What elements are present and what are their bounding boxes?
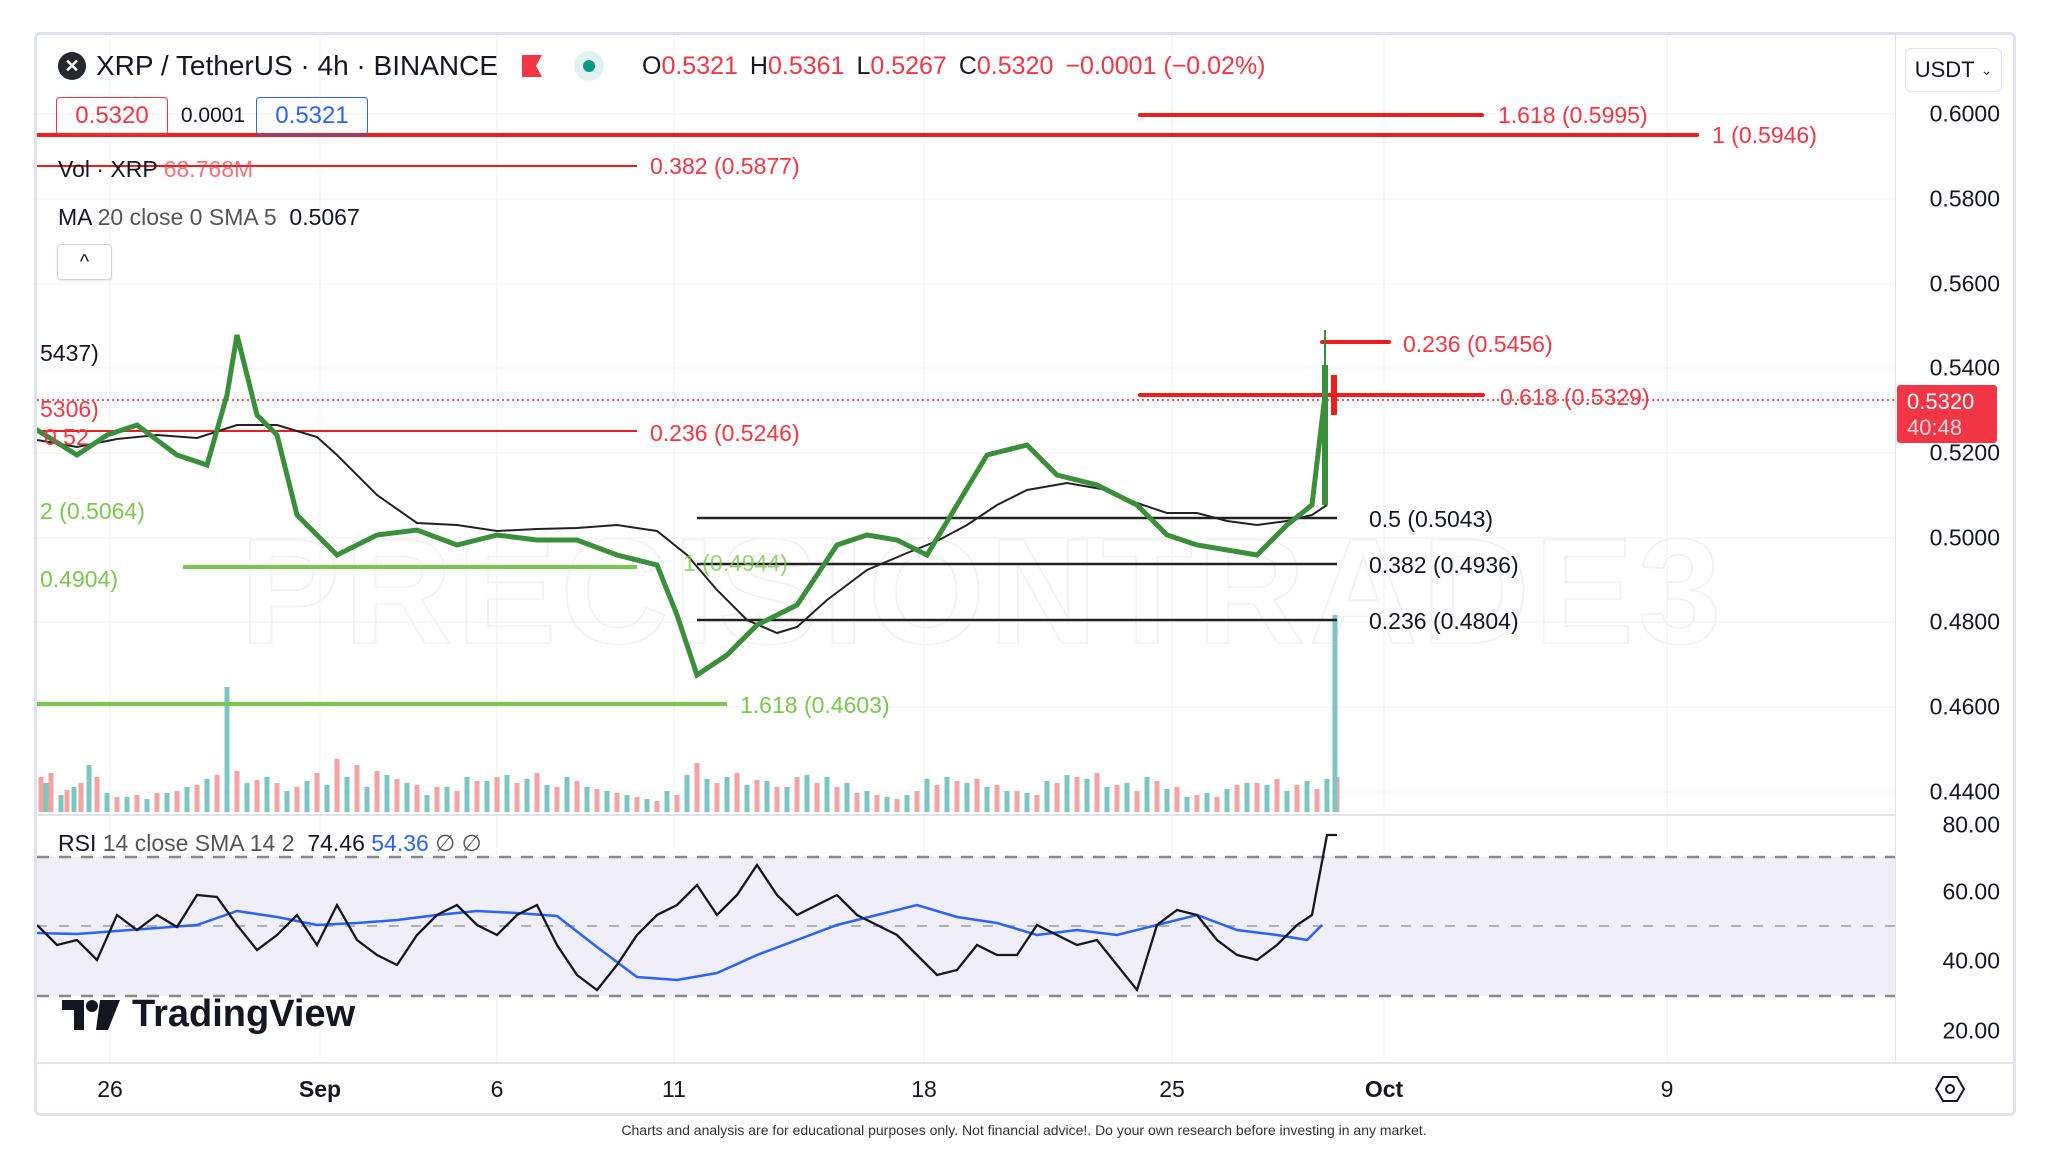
xrp-logo-icon: ✕ [58,52,86,80]
fib-label: 5437) [40,340,99,366]
price-tick: 0.4800 [1929,608,2000,635]
fib-label: 2 (0.5064) [40,498,145,524]
rsi-legend[interactable]: RSI 14 close SMA 14 2 74.46 54.36 ∅ ∅ [58,830,482,856]
tradingview-logo[interactable]: TradingView [62,993,355,1036]
rsi-tick: 20.00 [1942,1017,2000,1044]
price-tick: 0.6000 [1929,100,2000,127]
price-tick: 0.5400 [1929,354,2000,381]
fib-label: 0.52 [44,424,89,450]
fib-label: 1.618 (0.5995) [1498,102,1648,128]
watermark: PRECISIONTRADE3 [239,506,1726,676]
time-tick: 26 [97,1076,123,1102]
fib-label: 1.618 (0.4603) [740,692,890,718]
price-axis[interactable]: 0.6000 0.5800 0.5600 0.5400 0.5200 0.500… [1895,35,2014,1060]
fib-label: 0.236 (0.5456) [1403,331,1553,357]
symbol-header[interactable]: ✕ XRP / TetherUS · 4h · BINANCE O0.5321 … [58,50,1266,82]
chart-settings-button[interactable] [1930,1070,1970,1108]
fib-label: 0.236 (0.4804) [1369,608,1519,634]
fib-label: 1 (0.4944) [683,550,788,576]
time-tick: 18 [911,1076,937,1102]
price-tick: 0.5600 [1929,270,2000,297]
price-tick: 0.4400 [1929,778,2000,805]
price-tick: 0.5000 [1929,524,2000,551]
buy-button[interactable]: 0.5321 [256,97,368,135]
flag-icon[interactable] [522,55,542,77]
time-axis[interactable]: 26 Sep 6 11 18 25 Oct 9 [37,1062,2013,1116]
collapse-legend-button[interactable]: ^ [57,244,112,280]
market-open-icon [574,51,604,81]
time-tick: 6 [490,1076,504,1102]
price-tick: 0.4600 [1929,693,2000,720]
tradingview-logo-icon [62,999,120,1030]
disclaimer-text: Charts and analysis are for educational … [621,1122,1427,1138]
volume-legend[interactable]: Vol · XRP 68.768M [58,156,254,182]
time-tick: 25 [1159,1076,1185,1102]
ma-legend[interactable]: MA 20 close 0 SMA 5 0.5067 [58,204,360,230]
fib-label: 1 (0.5946) [1712,122,1817,148]
chart-canvas[interactable] [37,35,1895,1062]
spread-value: 0.0001 [180,104,246,127]
chevron-up-icon: ^ [79,250,90,273]
ohlc-values: O0.5321 H0.5361 L0.5267 C0.5320 −0.0001 … [642,51,1266,80]
fib-label: 0.618 (0.5329) [1500,384,1650,410]
time-tick: Oct [1364,1076,1404,1102]
fib-label: 0.382 (0.4936) [1369,552,1519,578]
fib-label: 5306) [40,396,99,422]
fib-label: 0.5 (0.5043) [1369,506,1494,532]
last-price-label: 0.5320 40:48 [1897,385,1997,443]
fib-label: 0.382 (0.5877) [650,153,800,179]
rsi-tick: 40.00 [1942,947,2000,974]
chevron-down-icon: ⌄ [1980,61,1993,78]
price-tick: 0.5800 [1929,185,2000,212]
currency-dropdown[interactable]: USDT ⌄ [1905,48,2002,92]
fib-label: 0.236 (0.5246) [650,420,800,446]
fib-label: 0.4904) [40,566,119,592]
symbol-title[interactable]: XRP / TetherUS · 4h · BINANCE [96,50,498,81]
time-tick: Sep [298,1076,342,1102]
bar-countdown: 40:48 [1907,415,1963,440]
time-tick: 11 [662,1076,686,1102]
rsi-tick: 80.00 [1942,811,2000,838]
price-change: −0.0001 (−0.02%) [1065,51,1266,80]
price-tick: 0.5200 [1929,439,2000,466]
sell-button[interactable]: 0.5320 [56,97,168,135]
settings-hexagon-icon [1935,1076,1965,1102]
time-tick: 9 [1660,1076,1674,1102]
rsi-tick: 60.00 [1942,878,2000,905]
